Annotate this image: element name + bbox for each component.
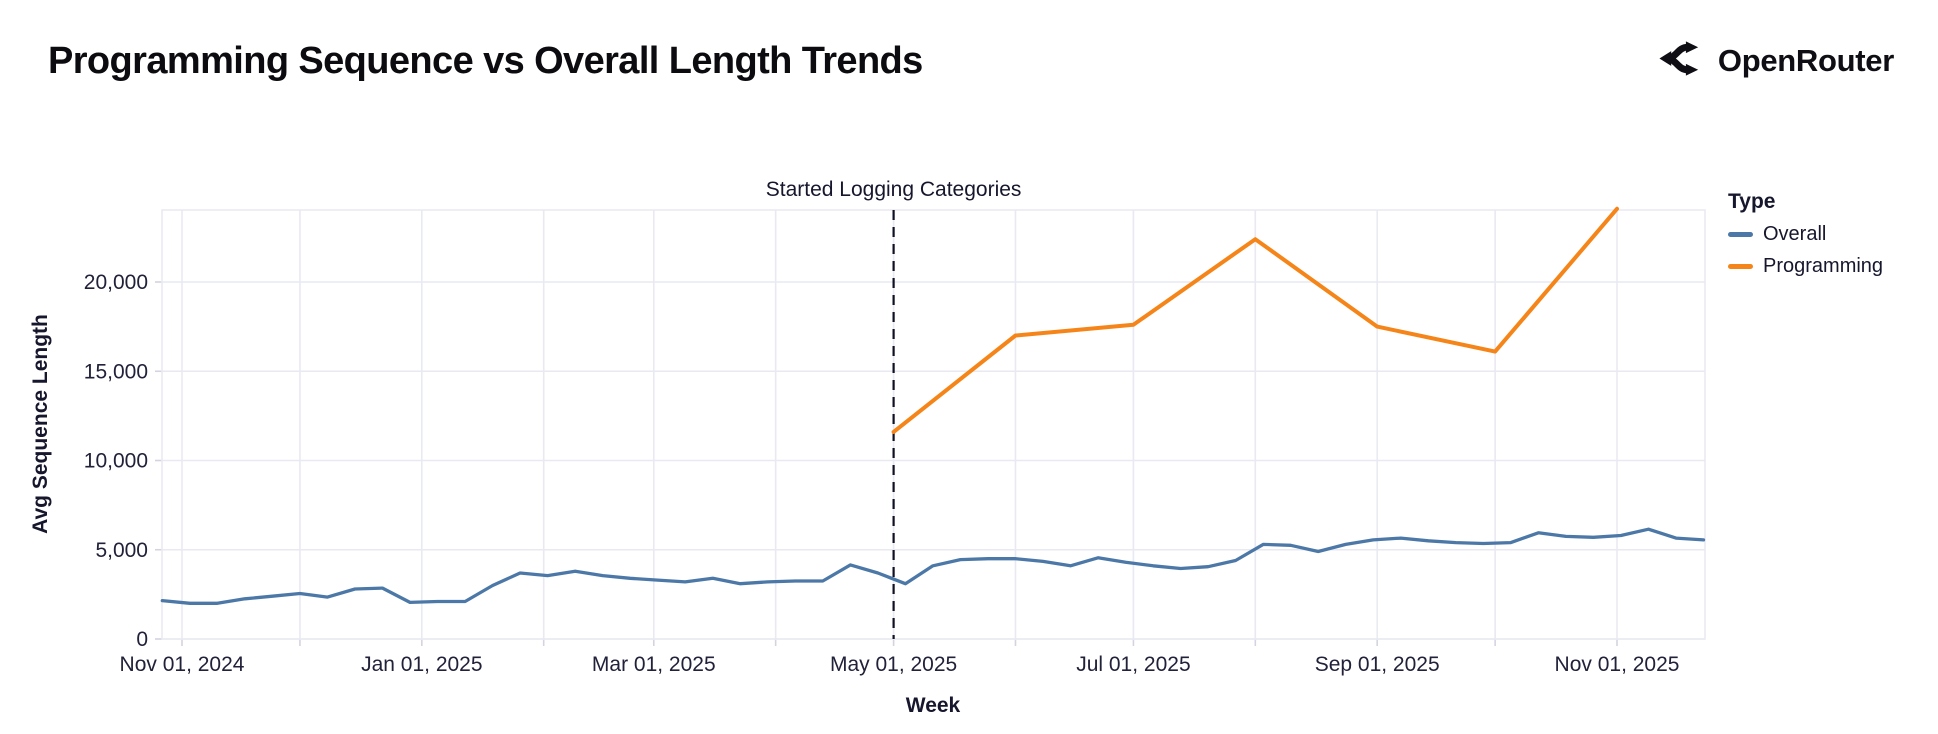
plot-border xyxy=(161,209,1706,640)
y-tick-label: 15,000 xyxy=(84,360,148,383)
legend: Type Overall Programming xyxy=(1728,190,1883,278)
brand-name: OpenRouter xyxy=(1717,43,1894,78)
y-tick-labels: 0 5,000 10,000 15,000 20,000 xyxy=(84,271,148,651)
x-tick-label: Nov 01, 2025 xyxy=(1555,653,1680,676)
legend-item-label: Overall xyxy=(1763,223,1827,245)
y-axis-title: Avg Sequence Length xyxy=(29,314,52,534)
y-tick-label: 10,000 xyxy=(84,450,148,473)
x-tick-label: Jan 01, 2025 xyxy=(361,653,482,676)
x-tick-label: Nov 01, 2024 xyxy=(120,653,245,676)
page-title: Programming Sequence vs Overall Length T… xyxy=(48,39,923,82)
overall-line-series xyxy=(160,527,1706,605)
overall-line-swatch xyxy=(1728,232,1753,237)
x-tick-label: May 01, 2025 xyxy=(830,653,957,676)
legend-item-label: Programming xyxy=(1763,255,1884,277)
legend-title: Type xyxy=(1728,190,1776,213)
annotation-label: Started Logging Categories xyxy=(765,178,1022,201)
legend-item-programming: Programming xyxy=(1728,255,1883,278)
programming-line-series xyxy=(891,206,1619,434)
y-gridlines xyxy=(155,281,1705,640)
y-tick-label: 20,000 xyxy=(84,271,148,294)
legend-item-overall: Overall xyxy=(1728,223,1883,246)
programming-line-swatch xyxy=(1728,264,1753,269)
x-tick-label: Sep 01, 2025 xyxy=(1315,653,1440,676)
header: Programming Sequence vs Overall Length T… xyxy=(48,30,1894,92)
y-tick-label: 0 xyxy=(136,628,148,651)
brand: OpenRouter xyxy=(1658,35,1894,87)
x-axis-title: Week xyxy=(905,694,961,717)
y-tick-label: 5,000 xyxy=(95,539,148,562)
x-tick-labels: Nov 01, 2024 Jan 01, 2025 Mar 01, 2025 May … xyxy=(120,653,1680,676)
openrouter-logo-icon xyxy=(1658,35,1705,87)
x-tick-label: Jul 01, 2025 xyxy=(1076,653,1190,676)
x-tick-label: Mar 01, 2025 xyxy=(592,653,716,676)
